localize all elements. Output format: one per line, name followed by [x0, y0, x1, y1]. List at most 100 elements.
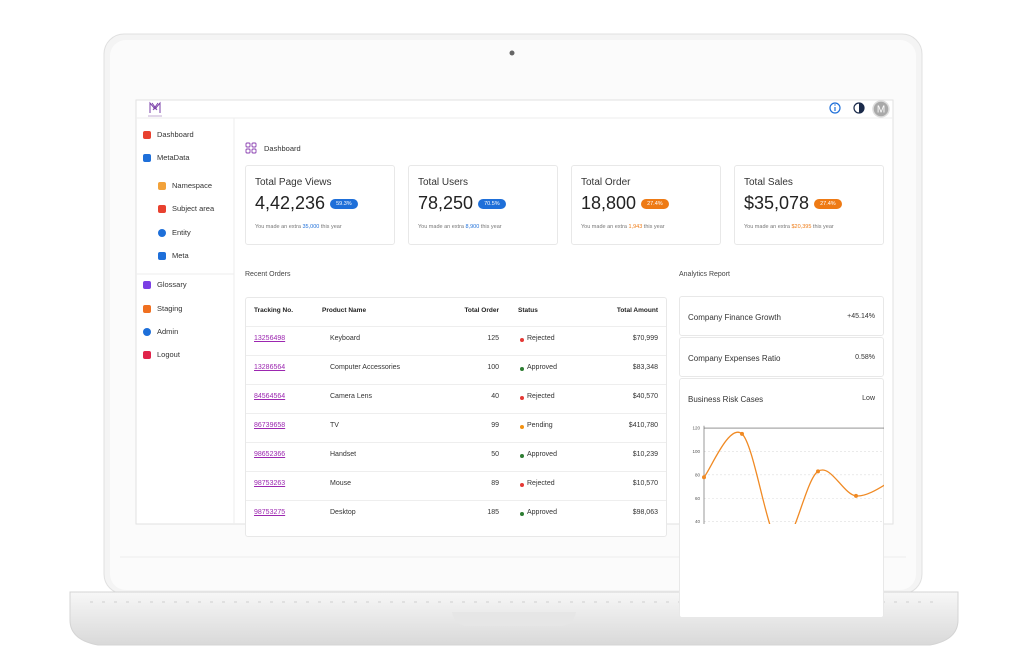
sidebar-item[interactable]: MetaData [157, 153, 190, 162]
tracking-link[interactable]: 98753263 [254, 480, 286, 487]
stat-change-badge: 59.3% [330, 198, 358, 209]
sidebar-item[interactable]: Staging [157, 304, 183, 313]
status-dot [520, 454, 524, 458]
metric-card: Company Expenses Ratio 0.58% [679, 337, 884, 377]
stat-title: Total Order [581, 177, 631, 188]
sidebar-icon [158, 252, 166, 260]
metric-value: Low [862, 395, 875, 402]
total-order: 125 [487, 335, 499, 342]
sidebar-item[interactable]: Admin [157, 327, 179, 336]
camera [509, 50, 515, 56]
stat-card: Total Users 78,250 70.5% You made an extra … [408, 165, 558, 245]
info-icon[interactable] [829, 102, 841, 114]
row-divider [246, 413, 666, 414]
total-amount: $83,348 [632, 364, 658, 371]
stat-note: You made an extra $20,395 this year [744, 224, 834, 230]
note-suffix: this year [320, 224, 342, 230]
tracking-link[interactable]: 84564564 [254, 393, 286, 400]
sidebar-icon [143, 281, 151, 289]
metric-name: Company Expenses Ratio [688, 354, 781, 363]
stat-card: Total Order 18,800 27.4% You made an extra … [571, 165, 721, 245]
row-divider [246, 471, 666, 472]
status: Rejected [527, 335, 555, 342]
stat-value-row: 78,250 70.5% [418, 193, 506, 214]
sidebar-item[interactable]: Dashboard [157, 130, 194, 139]
metric-value: 0.58% [855, 354, 875, 361]
sidebar-icon [143, 305, 151, 313]
sidebar-icon [158, 229, 166, 237]
stat-title: Total Sales [744, 177, 793, 188]
stat-value: 4,42,236 [255, 193, 326, 213]
sidebar-icon [143, 154, 151, 162]
column-header: Total Order [464, 307, 499, 314]
status-dot [520, 483, 524, 487]
note-suffix: this year [480, 224, 502, 230]
stat-title: Total Page Views [255, 177, 332, 188]
total-order: 50 [491, 451, 499, 458]
status: Rejected [527, 480, 555, 487]
sidebar-item[interactable]: Namespace [172, 181, 213, 190]
stat-value: 78,250 [418, 193, 474, 213]
row-divider [246, 384, 666, 385]
note-amount: $20,395 [791, 224, 812, 230]
sidebar-item[interactable]: Meta [172, 251, 189, 260]
stat-value: $35,078 [744, 193, 810, 213]
tracking-link[interactable]: 13286564 [254, 364, 286, 371]
sidebar-icon [143, 328, 151, 336]
status: Rejected [527, 393, 555, 400]
sidebar-icon [143, 131, 151, 139]
note-suffix: this year [643, 224, 665, 230]
logo[interactable] [148, 101, 162, 117]
total-order: 100 [487, 364, 499, 371]
row-divider [246, 326, 666, 327]
stat-value-row: $35,078 27.4% [744, 193, 842, 214]
total-amount: $10,570 [632, 480, 658, 487]
avatar-letter: M [877, 105, 885, 116]
metric-card: Business Risk Cases Low [679, 378, 884, 618]
orders-table: Tracking No. Product Name Total Order Statu… [245, 297, 667, 537]
avatar[interactable] [872, 100, 890, 118]
metric-name: Business Risk Cases [688, 395, 764, 404]
total-amount: $98,063 [632, 509, 658, 516]
status: Approved [527, 509, 557, 516]
product-name: Desktop [330, 509, 356, 516]
stat-card: Total Sales $35,078 27.4% You made an extra… [734, 165, 884, 245]
status-dot [520, 425, 524, 429]
total-amount: $70,999 [632, 335, 658, 342]
column-header: Total Amount [616, 307, 658, 314]
row-divider [246, 500, 666, 501]
tracking-link[interactable]: 86739658 [254, 422, 286, 429]
product-name: Computer Accessories [330, 364, 401, 371]
sidebar-icon [158, 205, 166, 213]
tracking-link[interactable]: 13256498 [254, 335, 286, 342]
total-order: 99 [491, 422, 499, 429]
stat-note: You made an extra 8,900 this year [418, 224, 502, 230]
tracking-link[interactable]: 98652366 [254, 451, 286, 458]
column-header: Status [518, 307, 538, 314]
sidebar-item[interactable]: Glossary [157, 280, 187, 289]
sidebar-item[interactable]: Subject area [172, 204, 215, 213]
note-prefix: You made an extra [255, 224, 301, 230]
tracking-link[interactable]: 98753275 [254, 509, 286, 516]
sidebar-item[interactable]: Entity [172, 228, 191, 237]
column-header: Tracking No. [254, 307, 294, 314]
total-amount: $40,570 [632, 393, 658, 400]
note-amount: 8,900 [465, 224, 480, 230]
stat-value-row: 4,42,236 59.3% [255, 193, 358, 214]
total-order: 185 [487, 509, 499, 516]
theme-toggle[interactable] [853, 102, 865, 114]
row-divider [246, 355, 666, 356]
product-name: Camera Lens [330, 393, 373, 400]
status-dot [520, 396, 524, 400]
product-name: Mouse [330, 480, 352, 487]
section-title: Recent Orders [245, 271, 291, 278]
sidebar-icon [143, 351, 151, 359]
note-prefix: You made an extra [581, 224, 627, 230]
total-amount: $410,780 [628, 422, 658, 429]
section-title: Analytics Report [679, 271, 730, 278]
stat-title: Total Users [418, 177, 469, 188]
stat-change-badge: 70.5% [478, 198, 506, 209]
sidebar-item[interactable]: Logout [157, 350, 180, 359]
stat-card: Total Page Views 4,42,236 59.3% You made an… [245, 165, 395, 245]
